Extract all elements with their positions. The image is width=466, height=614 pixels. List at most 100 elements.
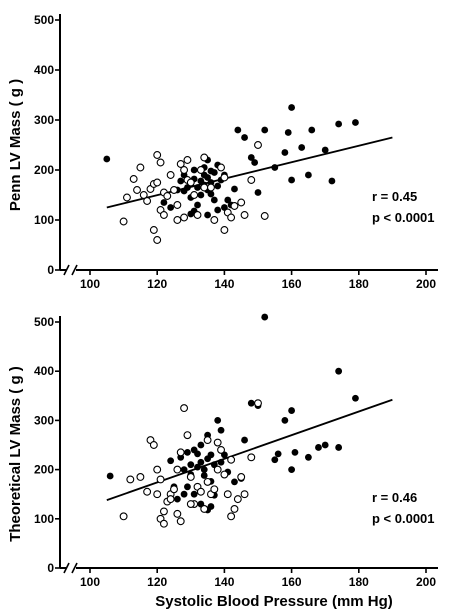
bottom-axis-break-mark: [71, 562, 78, 574]
top-filled-point: [210, 196, 218, 204]
top-x-tick-label: 100: [80, 277, 100, 291]
top-open-point: [143, 197, 152, 205]
bottom-open-point: [254, 399, 262, 408]
top-open-point: [170, 186, 178, 194]
top-filled-point: [281, 149, 289, 156]
bottom-open-point: [196, 487, 205, 496]
top-open-point: [136, 163, 145, 172]
top-axis-break-mark: [71, 264, 78, 276]
bottom-open-point: [136, 473, 145, 481]
bottom-filled-point: [207, 451, 215, 459]
bottom-filled-point: [241, 436, 248, 444]
top-y-tick-label: 100: [34, 213, 54, 227]
bottom-filled-point: [288, 407, 295, 414]
bottom-regression-line: [106, 398, 393, 501]
top-filled-point: [305, 171, 312, 179]
top-open-point: [139, 191, 148, 199]
bottom-open-point: [233, 495, 242, 504]
top-filled-point: [261, 126, 269, 134]
bottom-filled-point: [197, 441, 205, 449]
top-x-tick-label: 180: [349, 277, 369, 291]
top-filled-point: [160, 199, 168, 206]
bottom-open-point: [119, 512, 128, 521]
bottom-open-point: [173, 465, 182, 474]
top-y-tick-label: 400: [34, 63, 54, 77]
bottom-filled-point: [281, 417, 289, 424]
top-x-tick-label: 140: [214, 277, 234, 291]
top-open-point: [180, 213, 189, 222]
top-x-tick-label: 120: [147, 277, 167, 291]
top-filled-point: [214, 182, 222, 190]
bottom-y-axis-label: Theoretical LV Mass ( g ): [7, 366, 24, 542]
top-open-point: [180, 166, 189, 174]
bottom-filled-point: [194, 463, 201, 471]
bottom-open-point: [149, 441, 158, 449]
bottom-filled-point: [352, 394, 359, 402]
bottom-open-point: [159, 519, 168, 528]
bottom-filled-point: [321, 441, 329, 449]
bottom-filled-point: [217, 458, 225, 466]
top-open-point: [153, 236, 162, 244]
bottom-open-point: [227, 455, 236, 464]
top-filled-point: [241, 134, 248, 141]
top-filled-point: [247, 154, 255, 161]
bottom-filled-point: [194, 450, 201, 458]
top-open-point: [220, 226, 229, 234]
top-open-point: [207, 183, 215, 192]
top-y-axis-label: Penn LV Mass ( g ): [7, 79, 24, 211]
bottom-filled-point: [288, 466, 295, 473]
top-y-tick-label: 200: [34, 163, 54, 177]
top-open-point: [210, 216, 219, 224]
top-filled-point: [251, 159, 259, 166]
bottom-open-point: [220, 470, 229, 479]
top-y-tick-label: 500: [34, 13, 54, 27]
top-filled-point: [207, 190, 215, 198]
top-open-point: [159, 211, 168, 219]
top-open-point: [217, 163, 225, 172]
top-open-point: [240, 211, 249, 219]
top-filled-point: [271, 164, 279, 171]
bottom-open-point: [203, 477, 212, 486]
top-open-point: [196, 166, 205, 174]
bottom-filled-point: [184, 483, 191, 491]
bottom-open-point: [210, 485, 219, 494]
bottom-filled-point: [180, 490, 188, 498]
top-open-point: [260, 212, 269, 220]
top-open-point: [200, 153, 209, 162]
bottom-filled-point: [200, 466, 208, 473]
top-filled-point: [204, 174, 212, 181]
top-filled-point: [214, 206, 222, 214]
top-scatter-panel: Penn LV Mass ( g ) r = 0.45 p < 0.0001 0…: [7, 13, 438, 291]
bottom-filled-point: [200, 472, 208, 479]
bottom-open-point: [247, 453, 256, 462]
x-axis-label: Systolic Blood Pressure (mm Hg): [155, 593, 393, 610]
top-open-point: [200, 183, 209, 192]
top-open-point: [153, 178, 162, 187]
bottom-filled-point: [190, 490, 198, 498]
bottom-open-point: [180, 404, 189, 413]
top-open-point: [129, 175, 138, 183]
bottom-open-point: [170, 485, 178, 494]
top-stat-r: r = 0.45: [372, 189, 417, 204]
top-open-point: [156, 158, 165, 167]
top-filled-point: [224, 196, 232, 204]
top-regression-line: [106, 136, 393, 209]
top-filled-point: [194, 184, 201, 191]
top-filled-point: [288, 104, 295, 111]
bottom-open-point: [126, 475, 135, 484]
bottom-filled-point: [247, 399, 255, 407]
top-filled-point: [177, 177, 185, 185]
bottom-x-tick-label: 160: [282, 575, 302, 589]
top-filled-point: [328, 177, 336, 185]
bottom-filled-point: [335, 367, 343, 375]
bottom-filled-point: [335, 444, 343, 451]
bottom-open-point: [159, 507, 168, 516]
top-filled-point: [167, 204, 175, 211]
bottom-filled-point: [197, 458, 205, 466]
bottom-filled-point: [207, 503, 215, 510]
top-filled-point: [308, 126, 316, 134]
bottom-x-tick-label: 100: [80, 575, 100, 589]
top-open-point: [173, 201, 182, 209]
bottom-open-point: [227, 512, 236, 521]
bottom-open-point: [176, 448, 185, 457]
